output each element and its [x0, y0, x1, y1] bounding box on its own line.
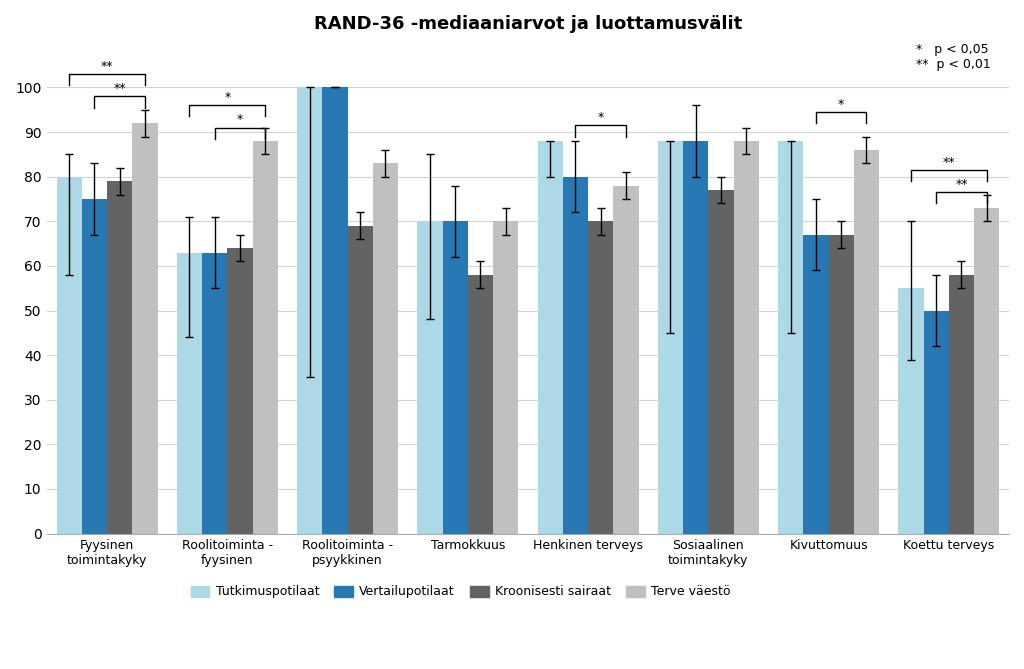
- Title: RAND-36 -mediaaniarvot ja luottamusvälit: RAND-36 -mediaaniarvot ja luottamusvälit: [313, 15, 742, 33]
- Bar: [418, 221, 442, 534]
- Bar: [657, 141, 683, 534]
- Bar: [227, 248, 253, 534]
- Bar: [924, 310, 949, 534]
- Bar: [202, 252, 227, 534]
- Bar: [804, 235, 828, 534]
- Text: *: *: [838, 98, 845, 110]
- Text: **: **: [943, 156, 955, 169]
- Bar: [108, 181, 132, 534]
- Text: **: **: [955, 178, 968, 191]
- Bar: [613, 185, 639, 534]
- Bar: [132, 123, 158, 534]
- Bar: [82, 199, 108, 534]
- Bar: [949, 275, 974, 534]
- Bar: [297, 88, 323, 534]
- Text: **: **: [100, 60, 114, 73]
- Text: *: *: [224, 91, 230, 104]
- Bar: [177, 252, 202, 534]
- Bar: [828, 235, 854, 534]
- Bar: [898, 288, 924, 534]
- Bar: [683, 141, 709, 534]
- Text: *: *: [237, 113, 243, 126]
- Bar: [709, 190, 733, 534]
- Bar: [778, 141, 804, 534]
- Bar: [974, 208, 999, 534]
- Bar: [468, 275, 494, 534]
- Bar: [494, 221, 518, 534]
- Text: **: **: [114, 82, 126, 95]
- Bar: [563, 177, 588, 534]
- Text: *: *: [598, 111, 604, 124]
- Bar: [253, 141, 278, 534]
- Bar: [733, 141, 759, 534]
- Bar: [854, 150, 880, 534]
- Bar: [56, 177, 82, 534]
- Legend: Tutkimuspotilaat, Vertailupotilaat, Kroonisesti sairaat, Terve väestö: Tutkimuspotilaat, Vertailupotilaat, Kroo…: [185, 581, 735, 603]
- Text: *   p < 0,05
**  p < 0,01: * p < 0,05 ** p < 0,01: [916, 43, 991, 72]
- Bar: [323, 88, 347, 534]
- Bar: [347, 225, 373, 534]
- Bar: [442, 221, 468, 534]
- Bar: [373, 163, 398, 534]
- Bar: [538, 141, 563, 534]
- Bar: [588, 221, 613, 534]
